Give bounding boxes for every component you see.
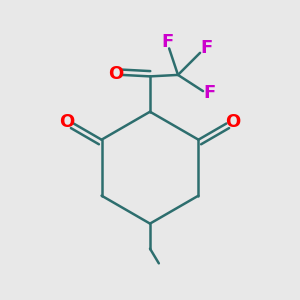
Text: O: O bbox=[108, 65, 123, 83]
Text: O: O bbox=[225, 113, 241, 131]
Text: F: F bbox=[204, 84, 216, 102]
Text: O: O bbox=[59, 113, 75, 131]
Text: F: F bbox=[161, 33, 174, 51]
Text: F: F bbox=[200, 38, 213, 56]
